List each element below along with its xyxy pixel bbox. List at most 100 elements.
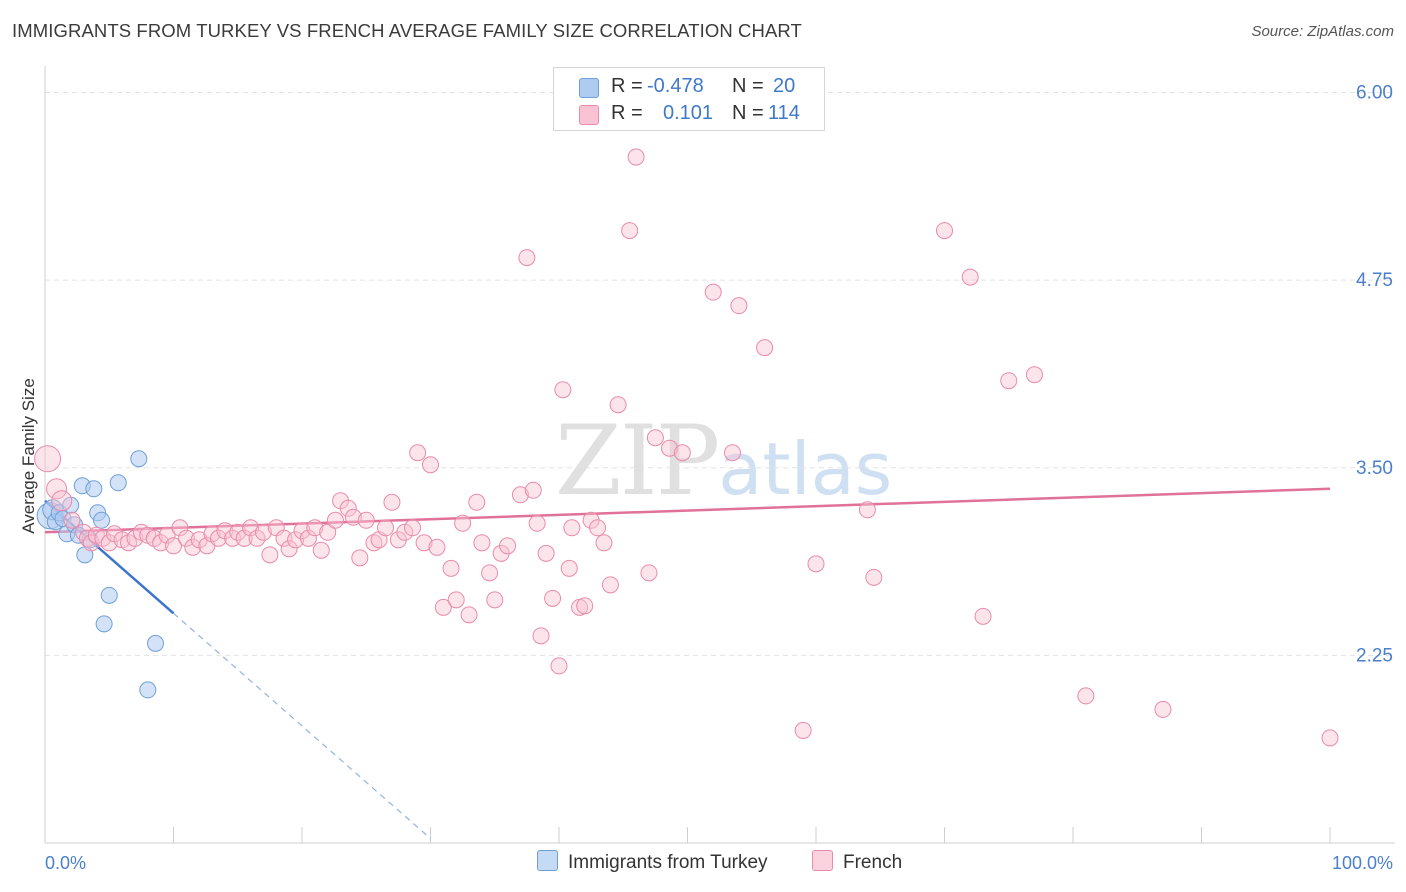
french-point bbox=[46, 478, 68, 500]
y-tick-label: 3.50 bbox=[1356, 458, 1393, 479]
french-point bbox=[704, 283, 722, 301]
french-point bbox=[858, 501, 876, 519]
french-point bbox=[261, 546, 279, 564]
french-point bbox=[468, 493, 486, 511]
n-label: N = bbox=[732, 75, 764, 97]
french-point bbox=[473, 534, 491, 552]
turkey-point bbox=[130, 450, 148, 468]
french-point bbox=[306, 519, 324, 537]
french-point bbox=[422, 456, 439, 474]
french-point bbox=[51, 490, 73, 512]
french-point bbox=[1321, 729, 1339, 747]
french-point bbox=[357, 511, 375, 529]
n-label: N = bbox=[732, 102, 764, 124]
turkey-point bbox=[147, 634, 165, 652]
x-tick-label: 100.0% bbox=[1332, 853, 1393, 873]
french-point bbox=[961, 268, 979, 286]
french-point bbox=[601, 576, 619, 594]
legend-item-turkey[interactable]: Immigrants from Turkey bbox=[537, 850, 768, 874]
n-value: 20 bbox=[773, 75, 796, 97]
french-point bbox=[254, 523, 272, 541]
french-point bbox=[404, 519, 422, 537]
x-tick-label: 0.0% bbox=[45, 853, 86, 873]
french-point bbox=[627, 148, 645, 166]
turkey-point bbox=[95, 615, 113, 633]
french-point bbox=[377, 519, 395, 537]
french-point bbox=[673, 444, 691, 462]
source-label: Source: ZipAtlas.com bbox=[1251, 23, 1394, 40]
french-point bbox=[171, 519, 189, 537]
turkey-legend-swatch bbox=[537, 850, 558, 871]
french-point bbox=[621, 222, 639, 240]
french-point bbox=[1077, 687, 1095, 705]
french-point bbox=[807, 555, 825, 573]
french-point bbox=[518, 249, 536, 267]
french-point bbox=[723, 444, 741, 462]
french-point bbox=[100, 534, 118, 552]
point-layer bbox=[34, 148, 1339, 747]
french-point bbox=[319, 523, 337, 541]
turkey-point bbox=[100, 586, 118, 604]
n-value: 114 bbox=[768, 102, 800, 124]
stats-legend-row-turkey: R = -0.478 N = 20 bbox=[554, 75, 824, 101]
french-point bbox=[1025, 366, 1043, 384]
french-point bbox=[481, 564, 499, 582]
r-label: R = bbox=[611, 102, 643, 124]
turkey-point bbox=[139, 681, 157, 699]
r-value: -0.478 bbox=[647, 75, 704, 97]
turkey-point bbox=[85, 480, 103, 498]
french-point bbox=[609, 396, 627, 414]
french-legend-swatch bbox=[812, 850, 833, 871]
y-tick-label: 2.25 bbox=[1356, 645, 1393, 666]
french-point bbox=[532, 627, 550, 645]
stats-legend-row-french: R = 0.101 N = 114 bbox=[554, 102, 824, 128]
french-point bbox=[415, 534, 433, 552]
french-point bbox=[177, 529, 195, 547]
french-point bbox=[344, 508, 362, 526]
french-point bbox=[248, 529, 266, 547]
legend-label-french: French bbox=[843, 852, 903, 873]
french-point bbox=[499, 537, 517, 555]
french-point bbox=[63, 511, 81, 529]
french-point bbox=[299, 529, 317, 547]
french-point bbox=[589, 519, 607, 537]
y-tick-label: 4.75 bbox=[1356, 270, 1393, 291]
grid-layer bbox=[45, 92, 1395, 656]
french-point bbox=[365, 534, 383, 552]
french-point bbox=[550, 657, 568, 675]
watermark-zip: ZIP bbox=[555, 405, 720, 517]
r-label: R = bbox=[611, 75, 643, 97]
french-point bbox=[1154, 700, 1172, 718]
turkey-point bbox=[93, 511, 111, 529]
french-swatch bbox=[579, 105, 599, 125]
french-point bbox=[428, 538, 446, 556]
french-point bbox=[756, 339, 774, 357]
label-layer: 2.25 3.50 4.75 6.00 0.0% 100.0% Average Family… bbox=[19, 83, 1393, 873]
french-point bbox=[460, 606, 478, 624]
french-point bbox=[640, 564, 658, 582]
turkey-trendline-extension bbox=[173, 612, 431, 839]
legend-item-french[interactable]: French bbox=[812, 850, 902, 874]
french-point bbox=[576, 597, 594, 615]
french-point bbox=[486, 591, 504, 609]
french-point bbox=[794, 721, 812, 739]
french-point bbox=[409, 444, 427, 462]
french-point bbox=[280, 540, 298, 558]
french-point bbox=[511, 486, 529, 504]
turkey-point bbox=[109, 474, 127, 492]
french-point bbox=[730, 297, 748, 315]
french-point bbox=[229, 523, 247, 541]
french-point bbox=[646, 429, 664, 447]
french-point bbox=[235, 529, 253, 547]
french-point bbox=[287, 531, 305, 549]
french-point bbox=[126, 529, 144, 547]
stats-legend: R = -0.478 N = 20 R = 0.101 N = 114 bbox=[553, 67, 825, 131]
french-point bbox=[442, 559, 460, 577]
french-point bbox=[339, 499, 357, 517]
french-point bbox=[454, 514, 472, 532]
french-point bbox=[351, 549, 369, 567]
french-point bbox=[524, 481, 542, 499]
french-point bbox=[974, 607, 992, 625]
french-point bbox=[34, 445, 62, 473]
